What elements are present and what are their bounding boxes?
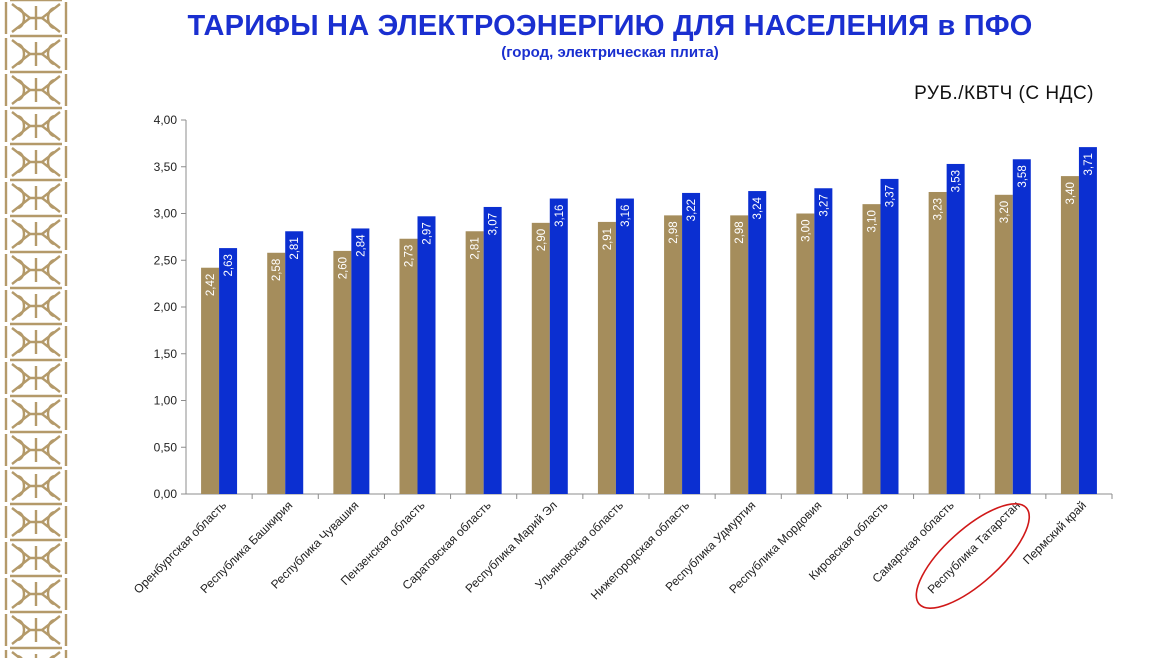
data-label: 2,73 (404, 245, 416, 267)
data-label: 2,84 (355, 234, 367, 257)
bar (615, 198, 634, 495)
data-label: 2,42 (205, 274, 217, 296)
data-label: 2,97 (422, 222, 434, 244)
y-tick-label: 1,00 (154, 394, 178, 408)
data-label: 3,23 (933, 198, 945, 220)
bar (796, 213, 815, 494)
bar (483, 206, 502, 494)
page-subtitle: (город, электрическая плита) (501, 44, 719, 61)
bar (880, 178, 899, 494)
y-tick-label: 4,00 (154, 113, 178, 127)
x-axis (186, 493, 1113, 499)
bar (549, 198, 568, 495)
data-label: 3,27 (818, 194, 830, 216)
bar (597, 221, 616, 495)
bar (994, 194, 1013, 495)
bar (1012, 159, 1031, 494)
y-tick-label: 2,50 (154, 253, 178, 267)
data-label: 2,60 (337, 257, 349, 279)
value-labels-group: 2,42 2,63 2,58 2,81 2,60 2,84 2,73 2,97 2,81 3,07… (205, 153, 1095, 296)
data-label: 3,53 (951, 170, 963, 192)
y-axis: 0,00 0,50 1,00 1,50 2,00 2,50 3,00 3,50 4,00 (154, 113, 187, 501)
data-label: 2,91 (602, 228, 614, 250)
bar (333, 250, 352, 494)
data-label: 2,98 (668, 221, 680, 243)
category-label: Пермский край (1020, 498, 1089, 567)
bar (285, 231, 304, 494)
bar (946, 163, 965, 494)
data-label: 2,58 (271, 259, 283, 281)
highlight-ellipse (915, 503, 1031, 609)
bar (748, 191, 767, 494)
y-tick-label: 3,00 (154, 207, 178, 221)
bar (399, 238, 418, 494)
y-tick-label: 0,00 (154, 487, 178, 501)
bar (201, 267, 220, 494)
y-tick-label: 0,50 (154, 440, 178, 454)
bar (928, 191, 947, 494)
bar (351, 228, 370, 494)
data-label: 3,10 (867, 210, 879, 232)
data-label: 3,07 (488, 213, 500, 235)
page-title: ТАРИФЫ НА ЭЛЕКТРОЭНЕРГИЮ ДЛЯ НАСЕЛЕНИЯ в… (187, 10, 1033, 42)
bar (219, 248, 238, 494)
bar (531, 222, 550, 494)
bar (417, 216, 436, 494)
data-label: 3,16 (554, 205, 566, 227)
data-label: 3,37 (885, 185, 897, 207)
data-label: 2,81 (470, 237, 482, 259)
y-tick-label: 1,50 (154, 347, 178, 361)
data-label: 3,16 (620, 205, 632, 227)
data-label: 2,63 (223, 254, 235, 276)
bar (1060, 176, 1079, 494)
bar (465, 231, 484, 494)
bar (862, 204, 881, 494)
data-label: 3,20 (999, 201, 1011, 223)
decorative-ornament-border (0, 0, 72, 658)
bar (730, 215, 749, 494)
data-label: 2,98 (734, 221, 746, 243)
bar (1078, 147, 1097, 495)
y-tick-label: 3,50 (154, 160, 178, 174)
bar (814, 188, 833, 494)
bars-group (201, 147, 1097, 495)
highlight-group (915, 503, 1031, 609)
data-label: 3,40 (1065, 182, 1077, 204)
bar (664, 215, 683, 494)
data-label: 3,58 (1017, 165, 1029, 187)
data-label: 2,81 (289, 237, 301, 259)
bar (267, 252, 286, 494)
data-label: 2,90 (536, 229, 548, 251)
data-label: 3,00 (800, 220, 812, 242)
data-label: 3,71 (1083, 153, 1095, 175)
unit-label: РУБ./КВТЧ (С НДС) (914, 83, 1094, 104)
y-tick-label: 2,00 (154, 300, 178, 314)
data-label: 3,22 (686, 199, 698, 221)
bar (682, 192, 701, 494)
data-label: 3,24 (752, 196, 764, 219)
